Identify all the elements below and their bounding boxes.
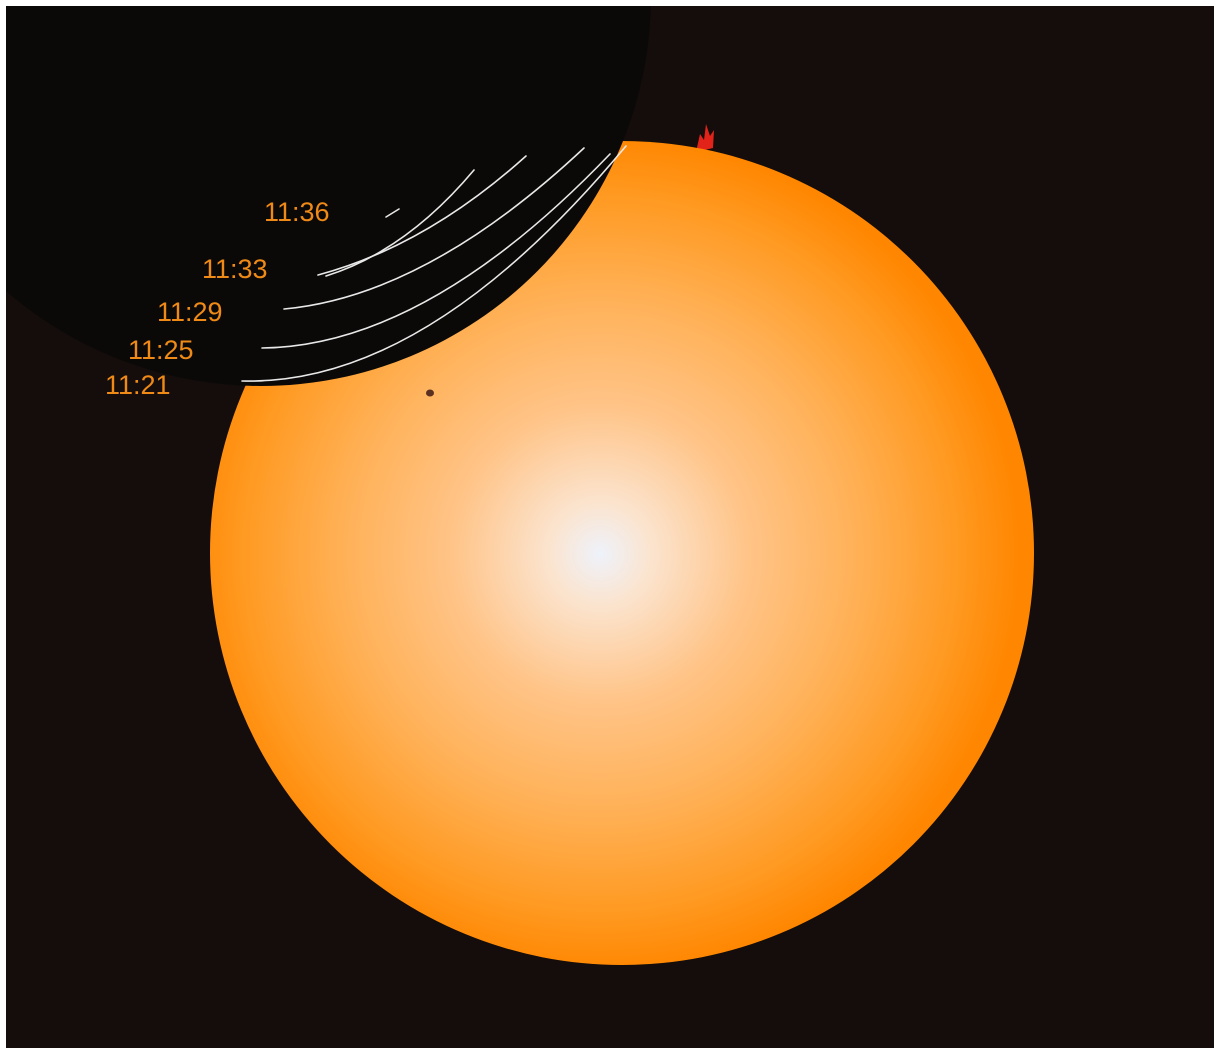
eclipse-scene — [6, 6, 1034, 965]
sunspot — [426, 389, 434, 397]
time-label: 11:25 — [128, 335, 194, 365]
time-label: 11:29 — [157, 297, 223, 327]
arc-11-29 — [283, 147, 585, 310]
moon-limb-arcs — [241, 145, 627, 382]
photo-frame: 11:36 11:33 11:29 11:25 11:21 — [6, 6, 1214, 1048]
arc-11-33 — [317, 155, 527, 276]
arc-fragment — [385, 208, 400, 218]
moon-disk — [6, 6, 651, 386]
arc-11-25 — [261, 153, 611, 349]
time-label: 11:36 — [264, 197, 330, 227]
time-label: 11:33 — [202, 254, 268, 284]
arc-11-21 — [241, 145, 627, 382]
solar-prominence — [696, 124, 714, 152]
arc-11-36 — [325, 169, 475, 277]
time-label: 11:21 — [105, 370, 171, 400]
